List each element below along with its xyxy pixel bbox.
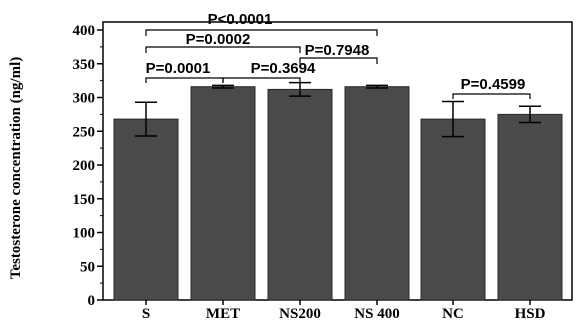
y-tick-label: 150 [73,192,96,208]
significance-bracket: P=0.0001 [145,60,224,83]
bracket-line [145,29,378,36]
p-value-label: P=0.3694 [251,60,316,77]
significance-bracket: P=0.4599 [452,76,531,99]
y-tick-label: 300 [73,91,96,107]
y-tick-label: 50 [80,259,95,275]
y-tick-label: 350 [73,57,96,73]
y-tick-label: 250 [73,124,96,140]
significance-bracket: P=0.0002 [145,31,301,53]
y-axis-label: Testosterone concentration (ng/ml) [8,57,24,279]
y-tick-label: 100 [73,226,96,242]
bar-s [113,118,179,301]
bar-ns200 [267,88,333,301]
significance-bracket: P=0.3694 [222,60,316,83]
plot-border [102,21,573,301]
y-tick-label: 200 [73,158,96,174]
bracket-line [222,77,301,83]
p-value-label: P=0.7948 [305,42,370,59]
p-value-label: P<0.0001 [208,11,273,28]
x-tick-label: NC [442,306,464,322]
p-value-label: P=0.4599 [461,76,526,93]
x-tick-label: NS200 [279,306,321,322]
bar-hsd [497,113,563,301]
p-value-label: P=0.0002 [186,31,251,48]
x-tick-label: S [142,306,150,322]
x-tick-label: HSD [515,306,546,322]
bars [113,86,563,301]
x-tick-label: NS 400 [354,306,399,322]
bar-met [190,86,256,301]
bracket-line [145,77,224,83]
significance-bracket: P=0.7948 [299,42,378,64]
error-bars [135,81,541,138]
bracket-line [299,57,378,64]
y-tick-label: 0 [88,293,96,309]
plot-frame [102,21,573,301]
axes: 0 50 100 150 200 250 300 350 400 S MET NS200 NS 400 N… [73,23,546,322]
p-value-label: P=0.0001 [146,60,211,77]
bracket-line [452,93,531,99]
bar-nc [420,118,486,301]
x-tick-label: MET [206,306,240,322]
significance-bracket: P<0.0001 [145,11,378,36]
bar-ns400 [344,86,410,301]
y-tick-label: 400 [73,23,96,39]
bracket-line [145,46,301,53]
